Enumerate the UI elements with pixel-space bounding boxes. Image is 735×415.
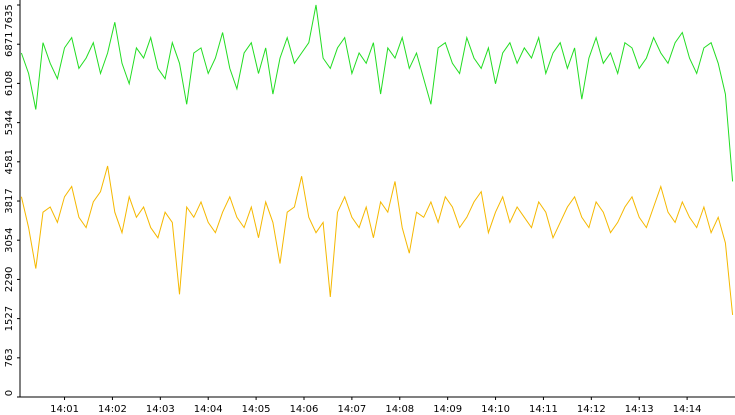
y-tick-label: 5344 [4, 110, 15, 135]
x-tick-label: 14:14 [673, 404, 702, 415]
x-tick-label: 14:12 [577, 404, 606, 415]
x-tick-label: 14:01 [50, 404, 79, 415]
x-tick-label: 14:08 [385, 404, 414, 415]
y-tick-label: 763 [4, 348, 15, 367]
x-tick-label: 14:13 [625, 404, 654, 415]
y-tick-label: 0 [4, 390, 15, 396]
y-tick-label: 2290 [4, 267, 15, 292]
y-tick-label: 6108 [4, 71, 15, 96]
x-tick-label: 14:03 [146, 404, 175, 415]
y-tick-label: 7635 [4, 4, 15, 29]
x-tick-label: 14:05 [242, 404, 271, 415]
y-tick-label: 1527 [4, 306, 15, 331]
x-tick-label: 14:02 [98, 404, 127, 415]
x-tick-label: 14:09 [433, 404, 462, 415]
x-tick-label: 14:10 [481, 404, 510, 415]
x-tick-label: 14:04 [194, 404, 223, 415]
series-line [20, 165, 734, 315]
x-tick-label: 14:07 [337, 404, 366, 415]
y-tick-label: 4581 [4, 149, 15, 174]
y-tick-label: 3054 [4, 227, 15, 252]
series-line [20, 4, 734, 182]
x-tick-label: 14:11 [529, 404, 558, 415]
x-tick-label: 14:06 [290, 404, 319, 415]
y-tick-label: 6871 [4, 31, 15, 56]
y-tick-label: 3817 [4, 188, 15, 213]
